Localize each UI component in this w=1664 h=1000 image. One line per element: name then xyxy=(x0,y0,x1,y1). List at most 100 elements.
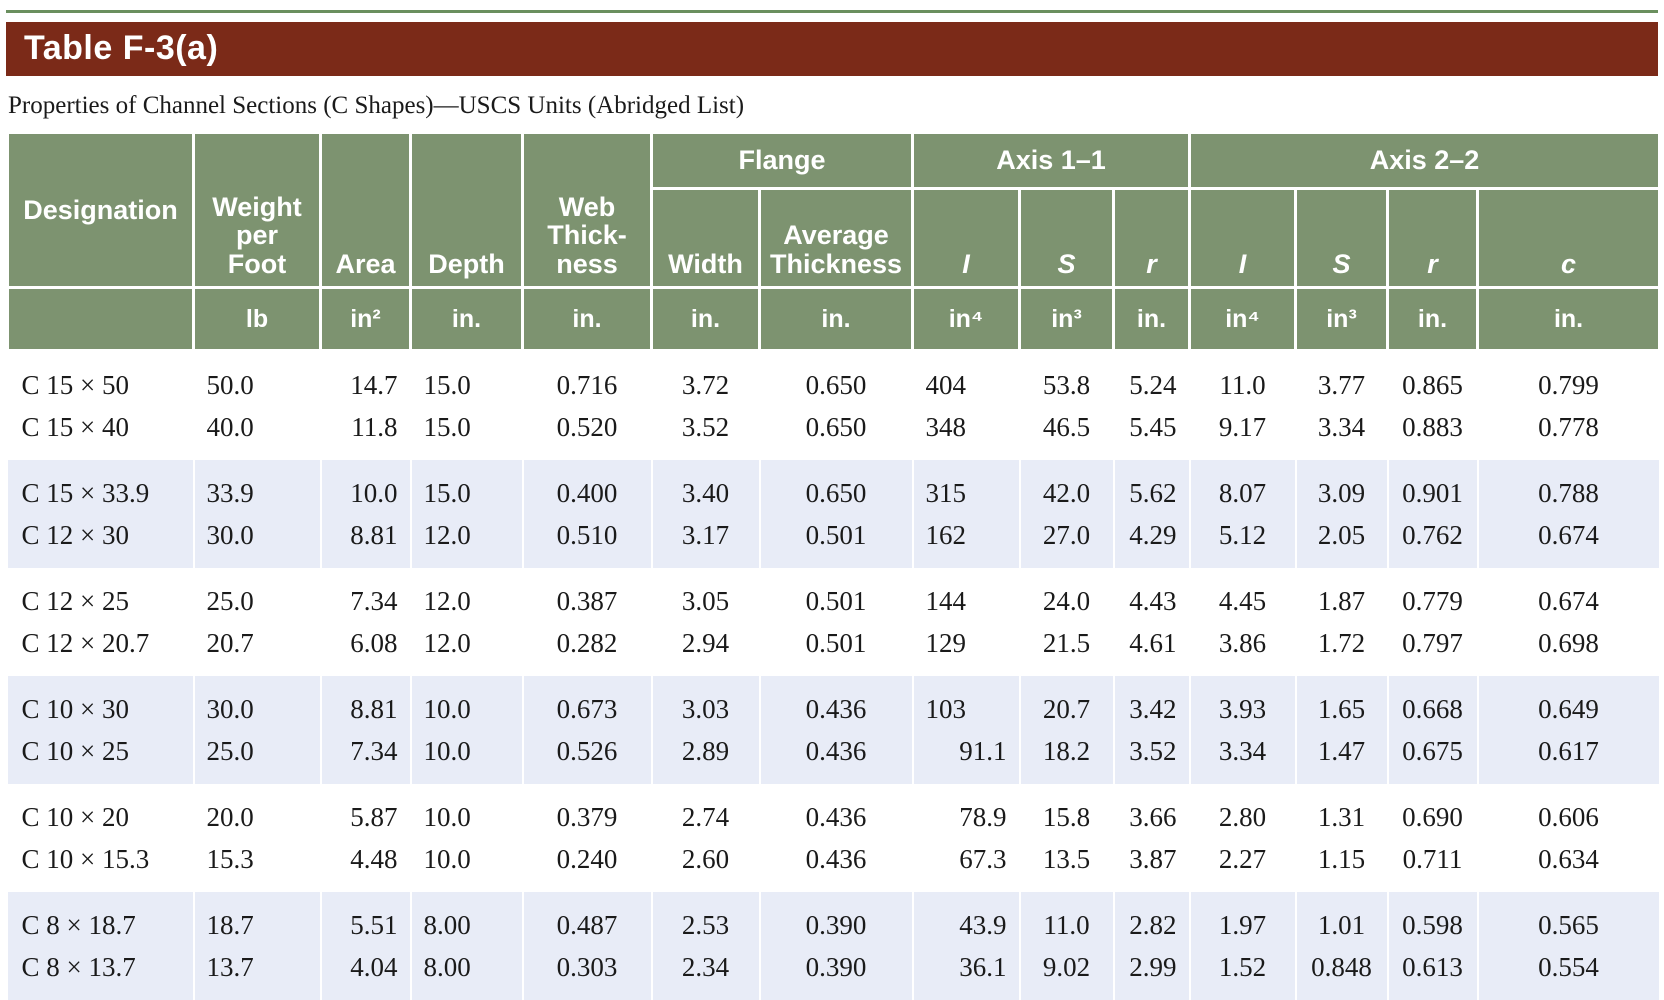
cell-axis1-r: 4.43 xyxy=(1112,568,1191,622)
cell-web-thickness: 0.282 xyxy=(521,622,653,676)
cell-axis1-r: 3.87 xyxy=(1112,838,1191,892)
cell-axis2-r: 0.668 xyxy=(1386,676,1479,730)
cell-web-thickness: 0.716 xyxy=(521,350,653,406)
cell-flange-avg-thickness: 0.650 xyxy=(758,406,914,460)
cell-axis2-c: 0.674 xyxy=(1476,514,1661,568)
units-depth: in. xyxy=(409,286,524,352)
cell-axis1-I: 144 xyxy=(911,568,1021,622)
table-row: C 15 × 40 40.0 11.8 15.0 0.520 3.52 0.650 348 46… xyxy=(7,406,1661,460)
cell-axis1-S: 11.0 xyxy=(1018,892,1115,946)
cell-axis1-S: 20.7 xyxy=(1018,676,1115,730)
cell-area: 10.0 xyxy=(319,460,412,514)
table-row: C 10 × 25 25.0 7.34 10.0 0.526 2.89 0.436 91.1 1… xyxy=(7,730,1661,784)
row-group: C 12 × 25 25.0 7.34 12.0 0.387 3.05 0.501 144 24… xyxy=(7,568,1661,676)
table-row: C 12 × 30 30.0 8.81 12.0 0.510 3.17 0.501 162 27… xyxy=(7,514,1661,568)
table-row: C 8 × 18.7 18.7 5.51 8.00 0.487 2.53 0.390 43.9… xyxy=(7,892,1661,946)
cell-axis2-I: 8.07 xyxy=(1188,460,1297,514)
cell-axis1-S: 13.5 xyxy=(1018,838,1115,892)
cell-axis2-S: 3.09 xyxy=(1294,460,1389,514)
header-axis1-I: I xyxy=(911,187,1022,289)
header-axis2-r: r xyxy=(1386,187,1480,289)
cell-axis2-I: 9.17 xyxy=(1188,406,1297,460)
cell-axis2-c: 0.698 xyxy=(1476,622,1661,676)
cell-axis2-I: 3.93 xyxy=(1188,676,1297,730)
top-rule xyxy=(6,10,1658,13)
cell-designation: C 15 × 50 xyxy=(7,350,195,406)
cell-axis2-I: 3.86 xyxy=(1188,622,1297,676)
cell-axis2-r: 0.690 xyxy=(1386,784,1479,838)
cell-axis2-S: 1.65 xyxy=(1294,676,1389,730)
cell-weight: 18.7 xyxy=(192,892,322,946)
cell-axis1-S: 15.8 xyxy=(1018,784,1115,838)
cell-weight: 30.0 xyxy=(192,676,322,730)
cell-depth: 8.00 xyxy=(409,892,524,946)
cell-web-thickness: 0.400 xyxy=(521,460,653,514)
cell-area: 7.34 xyxy=(319,568,412,622)
cell-flange-width: 3.17 xyxy=(650,514,761,568)
cell-axis2-r: 0.613 xyxy=(1386,946,1479,1000)
cell-axis1-r: 5.62 xyxy=(1112,460,1191,514)
cell-axis1-r: 5.24 xyxy=(1112,350,1191,406)
cell-axis1-r: 4.29 xyxy=(1112,514,1191,568)
cell-axis2-c: 0.649 xyxy=(1476,676,1661,730)
cell-designation: C 10 × 30 xyxy=(7,676,195,730)
cell-axis1-S: 53.8 xyxy=(1018,350,1115,406)
cell-depth: 10.0 xyxy=(409,676,524,730)
cell-weight: 40.0 xyxy=(192,406,322,460)
cell-weight: 50.0 xyxy=(192,350,322,406)
cell-axis1-r: 5.45 xyxy=(1112,406,1191,460)
cell-axis2-r: 0.675 xyxy=(1386,730,1479,784)
table-row: C 10 × 30 30.0 8.81 10.0 0.673 3.03 0.436 103 20… xyxy=(7,676,1661,730)
cell-axis1-r: 2.82 xyxy=(1112,892,1191,946)
cell-axis2-I: 2.27 xyxy=(1188,838,1297,892)
cell-axis2-c: 0.799 xyxy=(1476,350,1661,406)
cell-axis1-S: 46.5 xyxy=(1018,406,1115,460)
cell-weight: 25.0 xyxy=(192,730,322,784)
cell-web-thickness: 0.487 xyxy=(521,892,653,946)
cell-axis1-I: 43.9 xyxy=(911,892,1021,946)
cell-axis2-r: 0.762 xyxy=(1386,514,1479,568)
units-avg-thickness: in. xyxy=(757,286,915,352)
header-axis1-S: S xyxy=(1018,187,1116,289)
cell-area: 8.81 xyxy=(319,676,412,730)
row-group: C 15 × 50 50.0 14.7 15.0 0.716 3.72 0.650 404 53… xyxy=(7,350,1661,460)
cell-designation: C 8 × 18.7 xyxy=(7,892,195,946)
units-axis1-r: in. xyxy=(1112,286,1192,352)
cell-axis2-S: 1.72 xyxy=(1294,622,1389,676)
cell-axis1-I: 404 xyxy=(911,350,1021,406)
cell-area: 7.34 xyxy=(319,730,412,784)
cell-flange-width: 3.40 xyxy=(650,460,761,514)
cell-web-thickness: 0.379 xyxy=(521,784,653,838)
cell-axis2-S: 1.31 xyxy=(1294,784,1389,838)
cell-flange-avg-thickness: 0.650 xyxy=(758,350,914,406)
cell-depth: 15.0 xyxy=(409,406,524,460)
cell-flange-avg-thickness: 0.390 xyxy=(758,892,914,946)
cell-axis1-I: 91.1 xyxy=(911,730,1021,784)
cell-flange-avg-thickness: 0.436 xyxy=(758,838,914,892)
cell-axis2-I: 1.52 xyxy=(1188,946,1297,1000)
row-group: C 10 × 30 30.0 8.81 10.0 0.673 3.03 0.436 103 20… xyxy=(7,676,1661,784)
header-flange-width: Width xyxy=(650,187,761,289)
header-designation: Designation xyxy=(6,131,195,289)
cell-axis2-r: 0.883 xyxy=(1386,406,1479,460)
header-flange-average-thickness: Average Thickness xyxy=(757,187,915,289)
units-axis2-r: in. xyxy=(1386,286,1480,352)
cell-designation: C 10 × 25 xyxy=(7,730,195,784)
cell-axis1-I: 103 xyxy=(911,676,1021,730)
cell-axis2-S: 1.47 xyxy=(1294,730,1389,784)
cell-designation: C 15 × 40 xyxy=(7,406,195,460)
cell-depth: 15.0 xyxy=(409,460,524,514)
cell-flange-avg-thickness: 0.436 xyxy=(758,676,914,730)
cell-flange-avg-thickness: 0.390 xyxy=(758,946,914,1000)
row-group: C 8 × 18.7 18.7 5.51 8.00 0.487 2.53 0.390 43.9… xyxy=(7,892,1661,1000)
cell-web-thickness: 0.526 xyxy=(521,730,653,784)
table-row: C 12 × 20.7 20.7 6.08 12.0 0.282 2.94 0.501 129… xyxy=(7,622,1661,676)
header-web-thickness: Web Thick-ness xyxy=(521,131,653,289)
cell-flange-width: 2.34 xyxy=(650,946,761,1000)
cell-axis2-I: 1.97 xyxy=(1188,892,1297,946)
cell-axis1-I: 67.3 xyxy=(911,838,1021,892)
cell-weight: 13.7 xyxy=(192,946,322,1000)
cell-web-thickness: 0.520 xyxy=(521,406,653,460)
header-area: Area xyxy=(319,131,412,289)
cell-flange-width: 2.74 xyxy=(650,784,761,838)
